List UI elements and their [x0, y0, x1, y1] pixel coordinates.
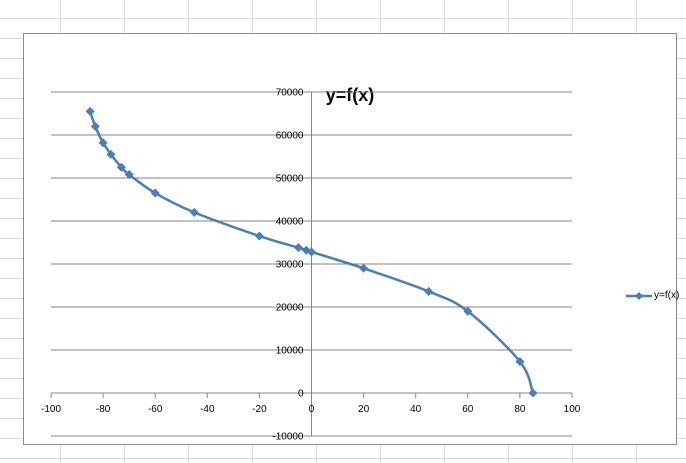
y-tick-label: 20000: [276, 303, 304, 314]
x-tick-label: 80: [514, 404, 526, 415]
data-point: [106, 149, 116, 159]
chart-title: y=f(x): [325, 85, 375, 105]
data-point: [85, 106, 95, 116]
data-point: [90, 121, 100, 131]
x-tick-label: -100: [41, 404, 61, 415]
data-point: [463, 306, 473, 316]
y-tick-label: 40000: [276, 217, 304, 228]
legend-label: y=f(x): [654, 290, 680, 301]
x-tick-label: -20: [252, 404, 267, 415]
data-point: [116, 162, 126, 172]
y-tick-label: 0: [298, 389, 304, 400]
x-tick-label: -60: [148, 404, 163, 415]
chart-area: y=f(x) -100 -80 -60 -40 -20 0 20 40 60 80 100 -1000…: [23, 33, 679, 445]
data-point: [424, 287, 434, 297]
x-tick-label: 0: [309, 404, 315, 415]
y-tick-label: 70000: [276, 88, 304, 99]
plot-area: -100 -80 -60 -40 -20 0 20 40 60 80 100 -10000 0 10000…: [41, 88, 581, 443]
legend-swatch: [626, 291, 652, 300]
x-tick-label: 40: [410, 404, 422, 415]
legend-marker: [635, 291, 643, 300]
data-point: [307, 247, 316, 257]
y-tick-label: 10000: [276, 346, 304, 357]
data-point: [359, 263, 369, 273]
data-point: [124, 170, 134, 180]
legend: y=f(x): [626, 290, 679, 301]
data-point: [189, 207, 199, 217]
x-tick-label: -80: [96, 404, 111, 415]
y-tick-label: 30000: [276, 260, 304, 271]
x-tick-label: 20: [358, 404, 370, 415]
data-point: [528, 388, 538, 398]
data-point: [98, 138, 108, 148]
x-tick-label: 60: [462, 404, 474, 415]
x-tick-label: -40: [200, 404, 215, 415]
y-tick-label: 50000: [276, 174, 304, 185]
y-tick-label: -10000: [272, 432, 304, 443]
data-point: [254, 231, 264, 241]
data-point: [293, 243, 303, 253]
y-tick-label: 60000: [276, 131, 304, 142]
data-point: [150, 188, 160, 198]
data-point: [515, 357, 525, 367]
x-tick-label: 100: [564, 404, 581, 415]
